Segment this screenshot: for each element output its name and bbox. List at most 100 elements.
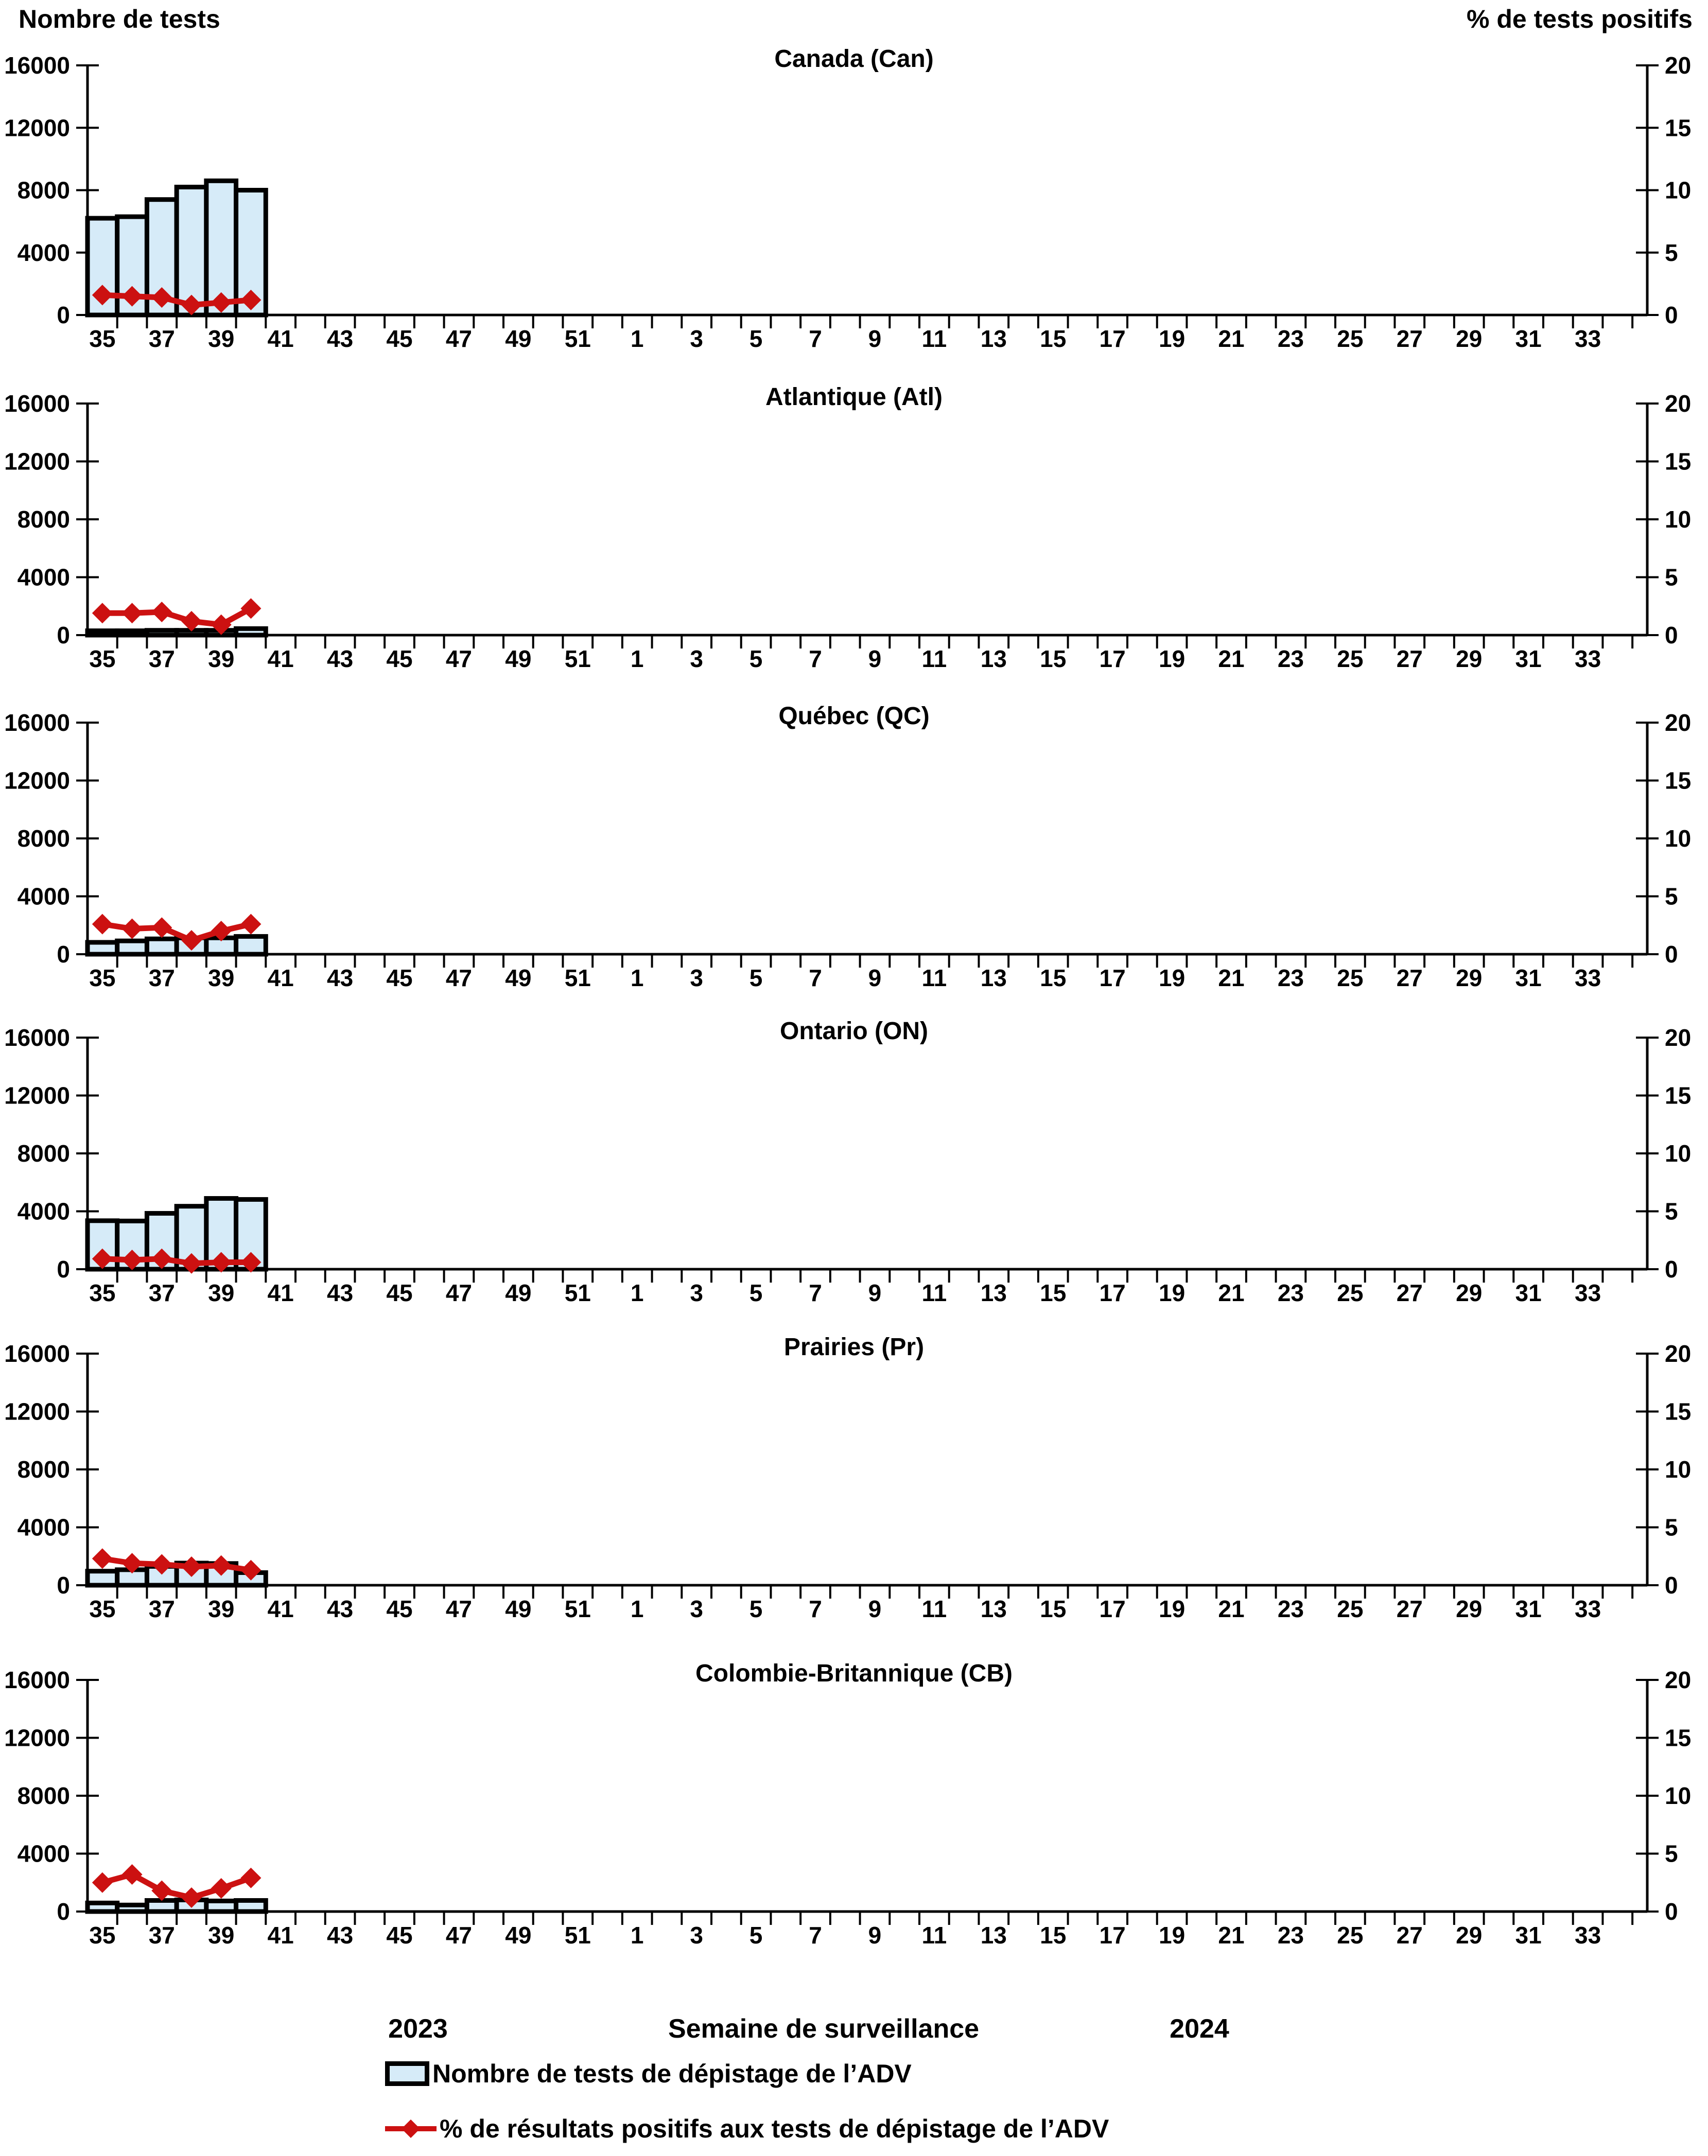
x-axis-tick-label: 29 xyxy=(1456,1596,1482,1622)
panel-title-colombie-britannique: Colombie-Britannique (CB) xyxy=(695,1660,1013,1687)
x-axis-tick-label: 1 xyxy=(631,325,644,352)
x-axis-tick-label: 31 xyxy=(1515,1922,1542,1949)
x-axis-tick-label: 37 xyxy=(149,1596,175,1622)
x-axis-tick-label: 33 xyxy=(1575,645,1601,672)
x-axis-tick-label: 51 xyxy=(565,325,591,352)
percent-positive-marker xyxy=(181,1556,202,1577)
y-axis-left-tick-label: 8000 xyxy=(18,506,70,533)
x-axis-tick-label: 3 xyxy=(690,325,703,352)
x-axis-tick-label: 19 xyxy=(1159,645,1185,672)
y-axis-left-tick-label: 0 xyxy=(57,1898,70,1925)
y-axis-right-tick-label: 15 xyxy=(1665,448,1691,475)
y-axis-left-tick-label: 12000 xyxy=(4,1725,70,1751)
y-axis-right-tick-label: 10 xyxy=(1665,1456,1691,1483)
x-axis-tick-label: 7 xyxy=(809,965,822,991)
x-axis-tick-label: 27 xyxy=(1397,1922,1423,1949)
x-axis-tick-label: 23 xyxy=(1278,1596,1304,1622)
x-axis-tick-label: 37 xyxy=(149,1922,175,1949)
x-axis-tick-label: 45 xyxy=(386,1922,412,1949)
x-axis-tick-label: 21 xyxy=(1218,1922,1244,1949)
x-axis-tick-label: 41 xyxy=(268,1922,294,1949)
panel-title-quebec: Québec (QC) xyxy=(778,703,930,730)
x-axis-tick-label: 13 xyxy=(981,645,1007,672)
x-axis-tick-label: 23 xyxy=(1278,1279,1304,1306)
x-axis-tick-label: 49 xyxy=(505,1279,531,1306)
x-axis-tick-label: 37 xyxy=(149,1279,175,1306)
x-axis-tick-label: 25 xyxy=(1337,1922,1363,1949)
y-axis-right-tick-label: 0 xyxy=(1665,622,1678,648)
percent-positive-marker xyxy=(92,914,113,935)
x-axis-tick-label: 25 xyxy=(1337,965,1363,991)
x-axis-tick-label: 29 xyxy=(1456,1279,1482,1306)
x-axis-tick-label: 1 xyxy=(631,965,644,991)
x-axis-tick-label: 9 xyxy=(868,1922,882,1949)
x-axis-tick-label: 11 xyxy=(922,1596,947,1622)
panel-title-atlantique: Atlantique (Atl) xyxy=(765,383,943,411)
x-axis-tick-label: 25 xyxy=(1337,645,1363,672)
percent-positive-marker xyxy=(151,602,172,622)
percent-positive-marker xyxy=(121,286,143,307)
x-axis-tick-label: 47 xyxy=(446,1596,472,1622)
legend-label-percent-positive: % de résultats positifs aux tests de dép… xyxy=(440,2114,1109,2143)
x-axis-tick-label: 9 xyxy=(868,965,882,991)
x-axis-tick-label: 13 xyxy=(981,1596,1007,1622)
percent-positive-marker xyxy=(121,1864,143,1885)
y-axis-right-tick-label: 10 xyxy=(1665,825,1691,852)
y-axis-right-tick-label: 5 xyxy=(1665,1514,1678,1541)
y-axis-left-tick-label: 16000 xyxy=(4,52,70,79)
x-axis-tick-label: 39 xyxy=(208,965,234,991)
x-axis-tick-label: 7 xyxy=(809,1279,822,1306)
y-axis-right-tick-label: 0 xyxy=(1665,302,1678,328)
x-axis-tick-label: 51 xyxy=(565,965,591,991)
x-axis-tick-label: 13 xyxy=(981,965,1007,991)
tests-bar xyxy=(85,1900,120,1914)
y-axis-right-tick-label: 15 xyxy=(1665,1725,1691,1751)
x-axis-tick-label: 31 xyxy=(1515,325,1542,352)
percent-positive-marker xyxy=(211,1252,232,1273)
x-axis-tick-label: 23 xyxy=(1278,1922,1304,1949)
x-axis-tick-label: 17 xyxy=(1100,1596,1126,1622)
tests-bar xyxy=(204,1898,239,1914)
y-axis-right-tick-label: 5 xyxy=(1665,1841,1678,1867)
x-axis-tick-label: 45 xyxy=(386,1596,412,1622)
x-axis-tick-label: 43 xyxy=(327,1279,353,1306)
y-axis-right-tick-label: 5 xyxy=(1665,239,1678,266)
x-axis-tick-label: 39 xyxy=(208,1922,234,1949)
y-axis-right-tick-label: 20 xyxy=(1665,1340,1691,1367)
x-axis-tick-label: 43 xyxy=(327,645,353,672)
x-axis-tick-label: 37 xyxy=(149,325,175,352)
x-axis-tick-label: 13 xyxy=(981,1279,1007,1306)
y-axis-left-tick-label: 8000 xyxy=(18,177,70,204)
percent-positive-marker xyxy=(151,917,172,938)
x-axis-tick-label: 45 xyxy=(386,325,412,352)
x-axis-tick-label: 47 xyxy=(446,1922,472,1949)
x-axis-tick-label: 37 xyxy=(149,965,175,991)
percent-positive-marker xyxy=(121,1553,143,1574)
x-axis-tick-label: 41 xyxy=(268,1596,294,1622)
x-axis-tick-label: 31 xyxy=(1515,965,1542,991)
x-axis-tick-label: 15 xyxy=(1040,1279,1066,1306)
panel-title-canada: Canada (Can) xyxy=(774,45,934,73)
y-axis-right-tick-label: 10 xyxy=(1665,177,1691,204)
y-axis-right-tick-label: 15 xyxy=(1665,1082,1691,1109)
x-axis-tick-label: 25 xyxy=(1337,1596,1363,1622)
x-axis-tick-label: 19 xyxy=(1159,965,1185,991)
x-axis-tick-label: 39 xyxy=(208,325,234,352)
x-axis-tick-label: 15 xyxy=(1040,965,1066,991)
x-axis-tick-label: 5 xyxy=(750,645,763,672)
x-axis-tick-label: 21 xyxy=(1218,1596,1244,1622)
percent-positive-marker xyxy=(92,603,113,624)
x-axis-tick-label: 19 xyxy=(1159,1596,1185,1622)
x-axis-tick-label: 33 xyxy=(1575,1922,1601,1949)
percent-positive-marker xyxy=(121,603,143,624)
line-swatch-icon xyxy=(385,2119,437,2138)
percent-positive-marker xyxy=(181,930,202,951)
y-axis-left-tick-label: 0 xyxy=(57,1256,70,1283)
percent-positive-marker xyxy=(240,598,262,619)
x-axis-tick-label: 5 xyxy=(750,1596,763,1622)
y-axis-right-tick-label: 5 xyxy=(1665,883,1678,910)
x-axis-tick-label: 51 xyxy=(565,645,591,672)
percent-positive-marker xyxy=(151,287,172,308)
